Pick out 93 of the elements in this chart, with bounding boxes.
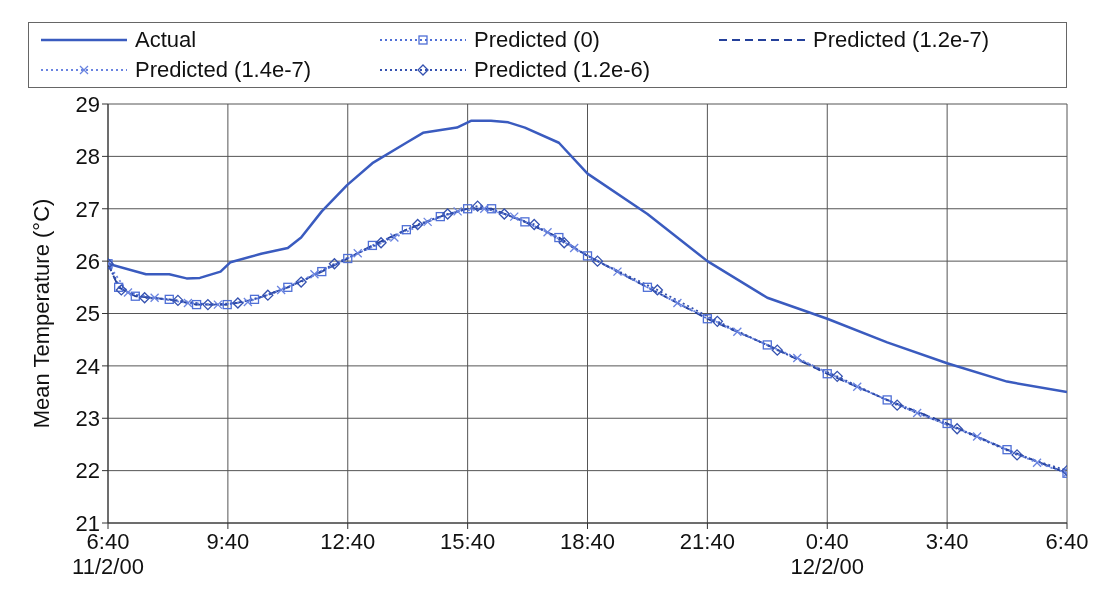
x-tick-label: 9:40: [206, 529, 250, 554]
point: [702, 314, 713, 324]
point: [882, 395, 892, 405]
point: [891, 399, 903, 411]
point: [471, 200, 484, 212]
x-tick-label: 0:40 12/2/00: [790, 529, 864, 579]
point: [375, 237, 387, 249]
point: [792, 353, 802, 363]
point: [852, 382, 862, 392]
legend-label: Predicted (0): [474, 27, 600, 53]
point: [771, 344, 783, 356]
y-tick-label: 26: [75, 248, 100, 274]
point: [328, 258, 341, 270]
point: [367, 240, 378, 251]
line-series: [108, 119, 1067, 394]
point: [389, 232, 400, 243]
point: [942, 418, 952, 429]
point: [317, 266, 327, 277]
point: [672, 298, 683, 308]
point: [912, 408, 922, 418]
point: [520, 217, 530, 227]
point: [138, 292, 151, 304]
point: [479, 204, 489, 214]
point: [423, 217, 433, 227]
point: [509, 211, 519, 222]
point: [191, 299, 202, 310]
point: [309, 269, 320, 279]
point: [452, 206, 463, 217]
point: [442, 208, 454, 220]
point: [554, 232, 564, 243]
point: [435, 211, 445, 222]
point: [1011, 449, 1023, 461]
x-tick-label: 18:40: [559, 529, 616, 554]
y-tick-label: 25: [75, 301, 100, 327]
x-tick-label: 15:40: [440, 529, 496, 554]
x-tick-label: 12:40: [320, 529, 376, 554]
point: [202, 298, 214, 311]
point: [558, 237, 570, 249]
x-tick-label: 3:40: [925, 529, 969, 554]
point: [582, 251, 593, 261]
x-tick-label: 21:40: [679, 529, 735, 554]
legend-label: Predicted (1.4e-7): [135, 57, 312, 83]
point: [149, 293, 160, 303]
point: [295, 276, 307, 288]
point: [732, 327, 742, 337]
legend-label: Predicted (1.2e-6): [474, 57, 651, 83]
point: [232, 297, 244, 309]
point: [951, 423, 963, 435]
point: [486, 204, 497, 214]
y-tick-label: 23: [75, 406, 100, 432]
point: [528, 218, 540, 231]
point: [1032, 458, 1042, 468]
point: [972, 431, 982, 442]
point: [114, 282, 124, 292]
y-tick-label: 24: [75, 353, 100, 379]
point: [276, 285, 286, 295]
point: [642, 282, 653, 292]
point: [222, 299, 232, 310]
point: [130, 291, 140, 301]
point: [283, 282, 293, 292]
point: [822, 369, 832, 379]
point: [343, 253, 353, 264]
y-tick-label: 29: [75, 91, 100, 117]
y-tick-label: 28: [75, 144, 100, 170]
y-tick-label: 27: [75, 196, 100, 222]
point: [542, 227, 553, 237]
point: [401, 225, 412, 235]
point: [831, 370, 843, 382]
point: [115, 284, 127, 296]
x-tick-label: 6:40: [1045, 529, 1089, 554]
y-axis-title: Mean Temperature (°C): [28, 198, 54, 429]
legend-label: Predicted (1.2e-7): [813, 27, 990, 53]
point: [569, 243, 579, 253]
point: [353, 248, 363, 258]
point: [123, 287, 133, 298]
point: [183, 298, 193, 308]
point: [462, 204, 473, 214]
point: [262, 289, 274, 301]
point: [249, 294, 260, 305]
point: [412, 218, 424, 231]
point: [164, 294, 174, 305]
point: [498, 208, 510, 220]
legend-label: Actual: [135, 27, 197, 53]
point: [172, 294, 184, 307]
point: [1002, 445, 1012, 455]
y-tick-label: 22: [75, 458, 100, 484]
point: [762, 340, 772, 350]
point: [213, 299, 223, 310]
point: [591, 255, 604, 267]
point: [612, 266, 623, 277]
point: [243, 297, 253, 307]
point: [651, 284, 664, 296]
point: [711, 315, 724, 328]
